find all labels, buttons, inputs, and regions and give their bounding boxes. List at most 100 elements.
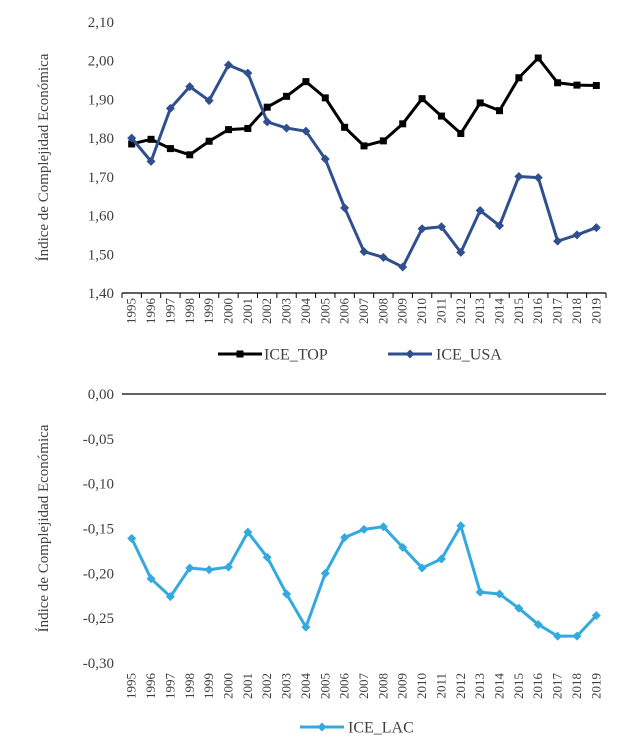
data-point-ice_lac xyxy=(553,631,563,641)
data-point-ice_usa xyxy=(475,206,485,216)
data-point-ice_usa xyxy=(417,224,427,234)
x-tick-label: 2007 xyxy=(356,298,371,325)
x-tick-label: 2007 xyxy=(356,673,371,700)
data-point-ice_usa xyxy=(436,222,446,232)
y-tick-label: -0,10 xyxy=(83,477,114,493)
data-point-ice_lac xyxy=(146,574,156,584)
x-tick-label: 2016 xyxy=(530,298,545,325)
data-point-ice_lac xyxy=(301,622,311,632)
x-tick-label: 2001 xyxy=(240,298,255,324)
data-point-ice_usa xyxy=(591,223,601,233)
y-tick-label: 1,90 xyxy=(88,92,114,108)
series-line-ice_usa xyxy=(130,63,597,269)
x-tick-label: 2006 xyxy=(337,298,352,325)
x-tick-label: 2012 xyxy=(453,673,468,699)
data-point-ice_lac xyxy=(417,563,427,573)
data-point-ice_top xyxy=(166,145,174,153)
x-tick-label: 2017 xyxy=(550,298,565,325)
data-point-ice_usa xyxy=(185,82,195,92)
x-tick-label: 1998 xyxy=(182,673,197,699)
y-tick-label: 1,40 xyxy=(88,286,114,302)
x-tick-label: 2015 xyxy=(511,673,526,699)
data-point-ice_usa xyxy=(378,252,388,262)
y-tick-label: -0,20 xyxy=(83,566,114,582)
data-point-ice_top xyxy=(360,142,368,150)
legend-label-ice_top: ICE_TOP xyxy=(264,347,328,364)
data-point-ice_lac xyxy=(514,603,524,613)
data-point-ice_lac xyxy=(282,589,292,599)
data-point-ice_lac xyxy=(165,592,175,602)
data-point-ice_lac xyxy=(475,587,485,597)
data-point-ice_usa xyxy=(127,133,137,143)
data-point-ice_lac xyxy=(262,552,272,562)
data-point-ice_usa xyxy=(340,203,350,213)
data-point-ice_top xyxy=(592,81,600,89)
data-point-ice_top xyxy=(128,140,136,148)
x-tick-label: 1997 xyxy=(162,673,177,700)
data-point-ice_lac xyxy=(185,563,195,573)
x-tick-label: 2005 xyxy=(317,673,332,699)
data-point-ice_lac xyxy=(398,542,408,552)
data-point-ice_top xyxy=(554,79,562,87)
data-point-ice_usa xyxy=(165,103,175,113)
x-tick-label: 1995 xyxy=(124,298,139,324)
data-point-ice_lac xyxy=(127,533,137,543)
data-point-ice_top xyxy=(457,129,465,137)
data-point-ice_top xyxy=(283,92,291,100)
data-point-ice_lac xyxy=(320,568,330,578)
data-point-ice_lac xyxy=(436,554,446,564)
x-tick-label: 2003 xyxy=(279,298,294,324)
data-point-ice_lac xyxy=(456,521,466,531)
data-point-ice_usa xyxy=(553,236,563,246)
data-point-ice_lac xyxy=(495,589,505,599)
legend-label-ice_lac: ICE_LAC xyxy=(348,720,414,737)
data-point-ice_lac xyxy=(223,562,233,572)
data-point-ice_top xyxy=(437,112,445,120)
x-tick-label: 2009 xyxy=(395,673,410,699)
data-point-ice_top xyxy=(147,135,155,143)
x-tick-label: 1996 xyxy=(143,673,158,700)
y-tick-label: 0,00 xyxy=(88,387,114,403)
data-point-ice_lac xyxy=(572,631,582,641)
legend-label-ice_usa: ICE_USA xyxy=(436,347,502,364)
x-tick-label: 1996 xyxy=(143,298,158,325)
data-point-ice_usa xyxy=(456,247,466,257)
data-point-ice_lac xyxy=(533,619,543,629)
data-point-ice_top xyxy=(205,137,213,145)
series-line-ice_top xyxy=(131,56,597,157)
data-point-ice_top xyxy=(476,99,484,107)
data-point-ice_top xyxy=(321,94,329,102)
data-point-ice_top xyxy=(302,78,310,86)
x-tick-label: 2004 xyxy=(298,673,313,700)
data-point-ice_usa xyxy=(243,68,253,78)
x-tick-label: 2010 xyxy=(414,298,429,324)
x-tick-label: 2015 xyxy=(511,298,526,324)
x-tick-label: 2006 xyxy=(337,673,352,700)
chart-2: -0,30 -0,25 -0,20 -0,15 -0,10 -0,05 0,00 Índice… xyxy=(35,387,606,737)
legend-marker-ice_usa xyxy=(405,349,415,359)
data-point-ice_usa xyxy=(514,171,524,181)
x-tick-label: 2008 xyxy=(375,298,390,324)
y-tick-label: 1,60 xyxy=(88,209,114,225)
x-tick-label: 2002 xyxy=(259,673,274,699)
x-tick-label: 1999 xyxy=(201,298,216,324)
data-point-ice_usa xyxy=(282,123,292,133)
data-point-ice_usa xyxy=(495,221,505,231)
legend-marker-ice_top xyxy=(236,350,244,358)
x-tick-label: 2014 xyxy=(492,673,507,700)
x-tick-label: 2013 xyxy=(472,298,487,324)
data-point-ice_usa xyxy=(572,230,582,240)
y-axis-title: Índice de Complejidad Económica xyxy=(35,424,52,632)
y-tick-label: 2,10 xyxy=(88,15,114,31)
data-point-ice_top xyxy=(534,54,542,62)
data-point-ice_usa xyxy=(204,96,214,106)
data-point-ice_top xyxy=(573,81,581,89)
series-line-ice_lac xyxy=(130,524,598,638)
data-point-ice_usa xyxy=(359,247,369,257)
x-tick-label: 1999 xyxy=(201,673,216,699)
chart-1: 1,40 1,50 1,60 1,70 1,80 1,90 2,00 2,10 Índice d… xyxy=(35,15,607,364)
legend-marker-ice_lac xyxy=(317,722,327,732)
x-tick-label: 2016 xyxy=(530,673,545,700)
data-point-ice_top xyxy=(263,103,271,111)
x-tick-label: 2012 xyxy=(453,298,468,324)
